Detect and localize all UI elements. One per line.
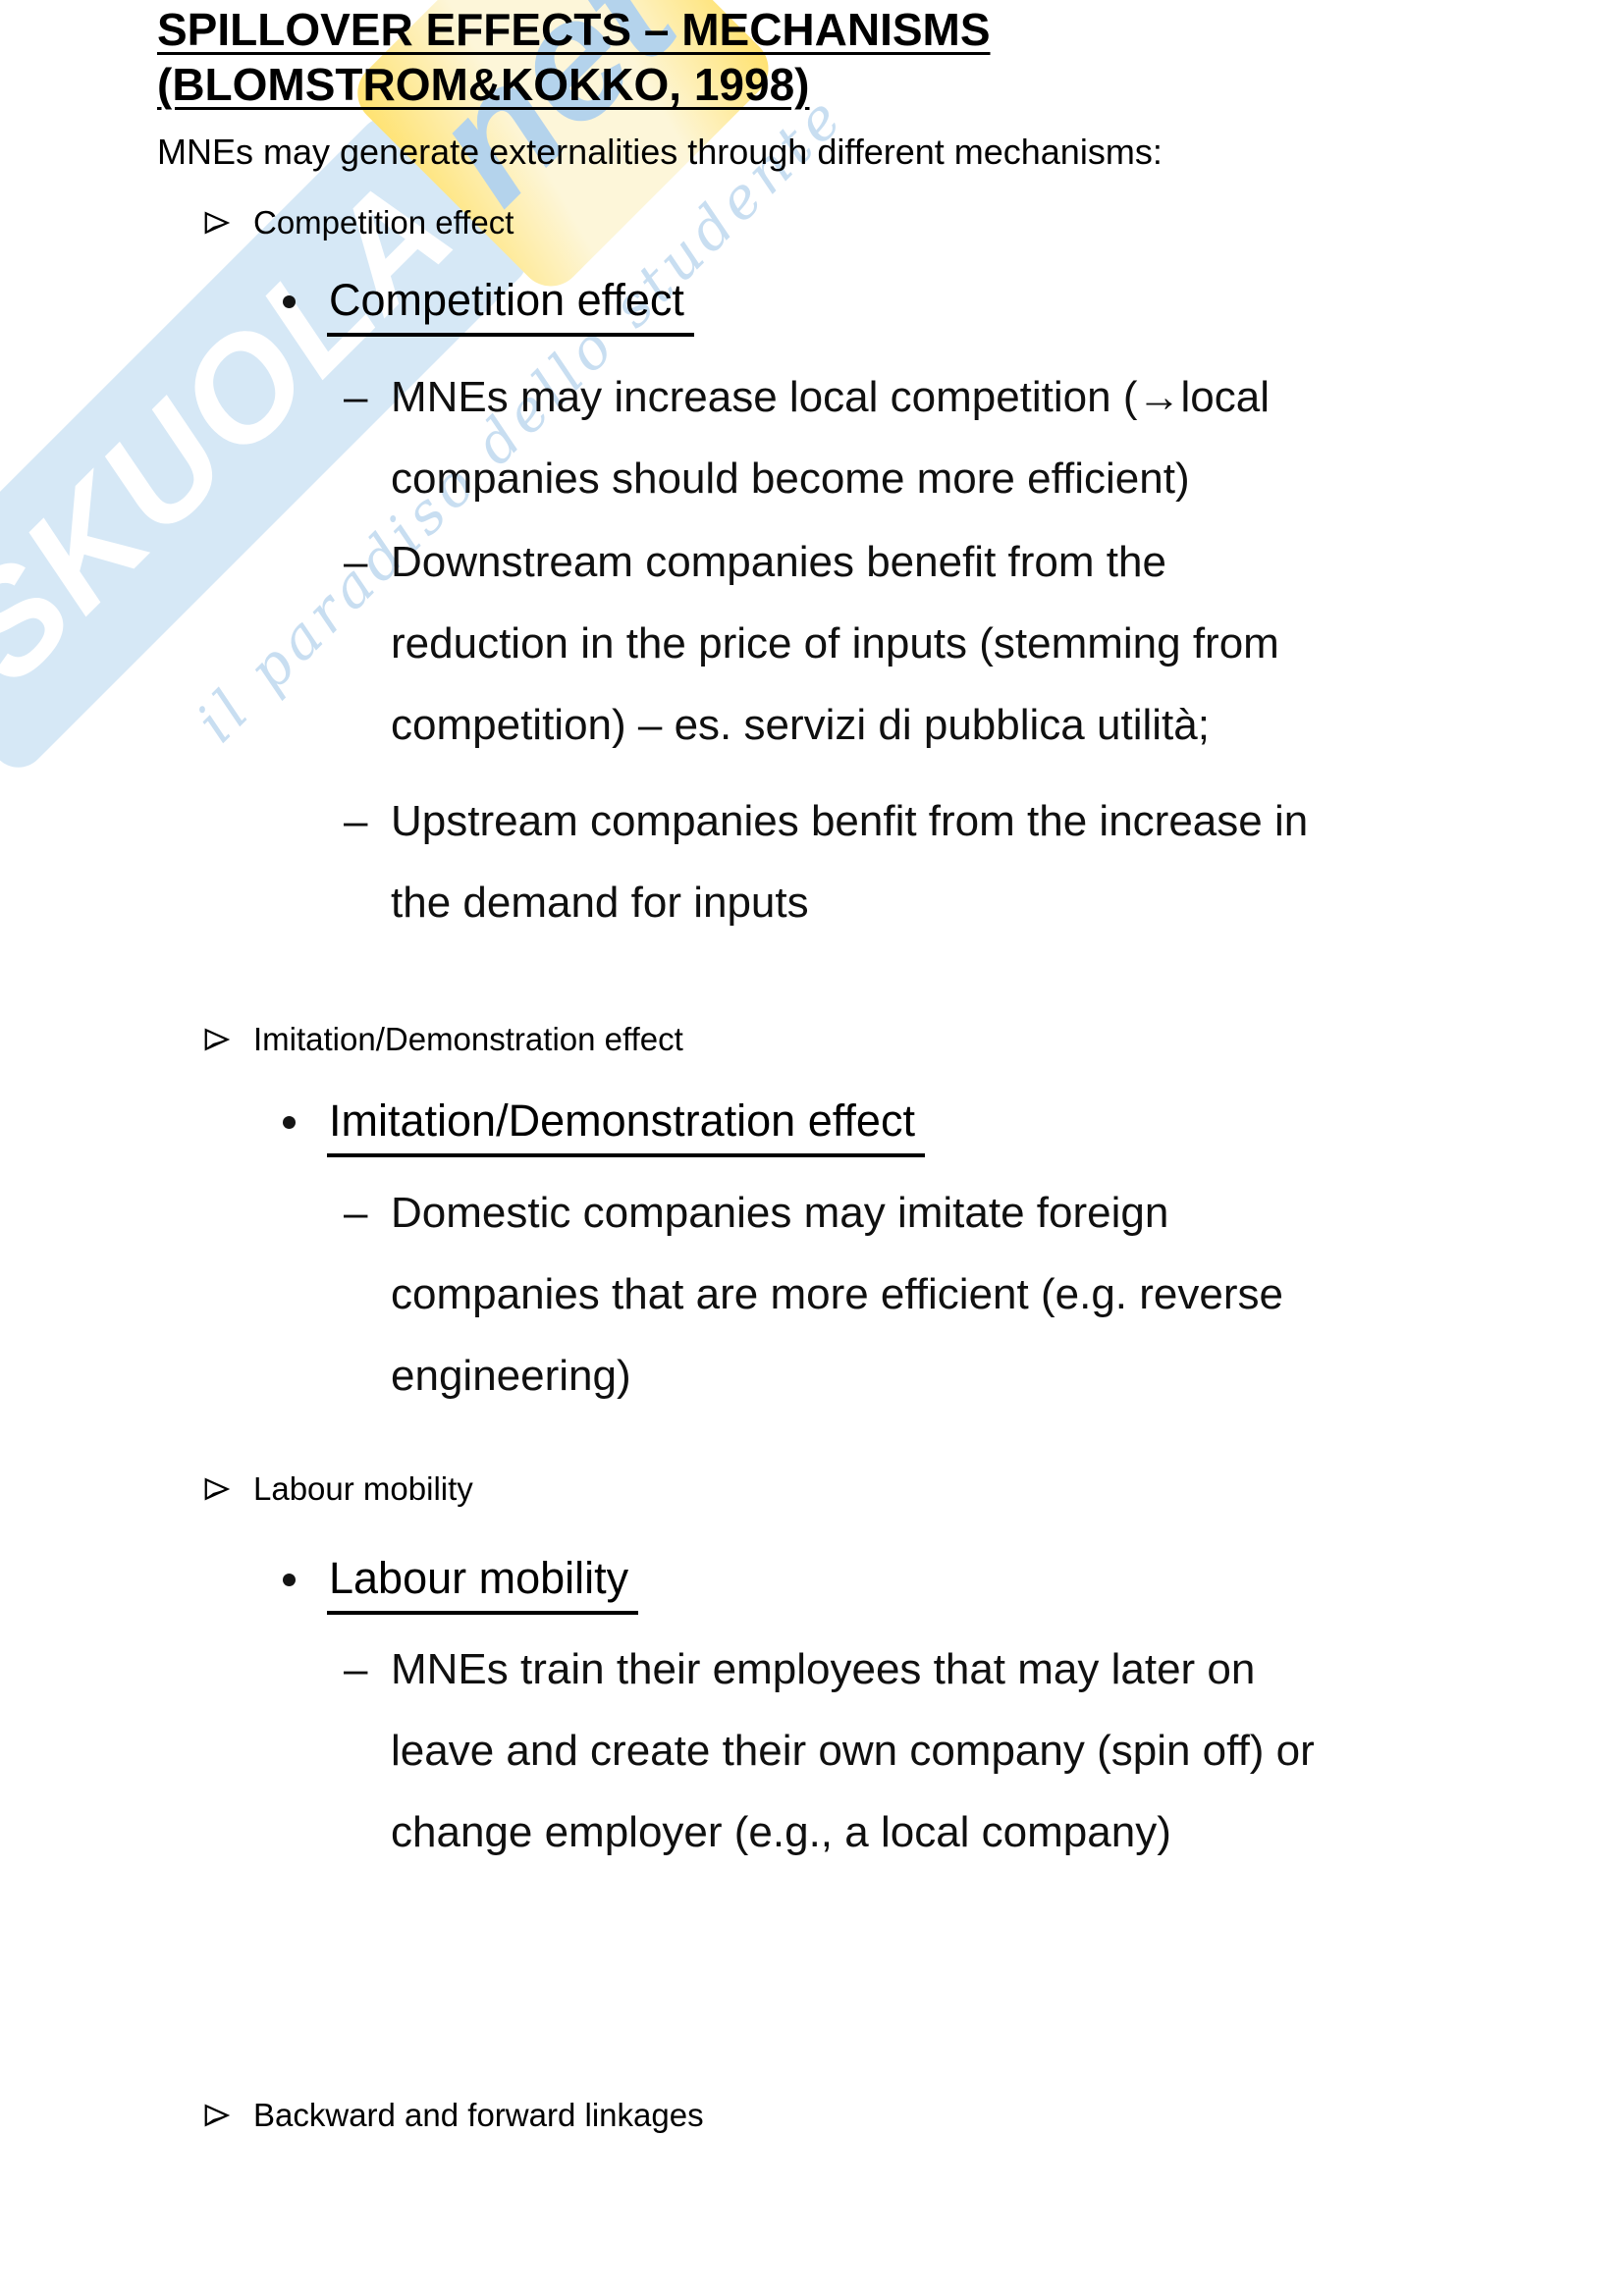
bullet-item-labour: Labour mobility — [202, 1470, 473, 1508]
page-title: SPILLOVER EFFECTS – MECHANISMS (BLOMSTRO… — [157, 2, 991, 112]
dot-bullet-icon — [283, 1574, 296, 1586]
dash-bullet: – — [344, 373, 368, 421]
bullet-item-imitation: Imitation/Demonstration effect — [202, 1021, 683, 1058]
dot-bullet-icon — [283, 295, 296, 308]
intro-text: MNEs may generate externalities through … — [157, 132, 1163, 172]
dot-bullet-icon — [283, 1116, 296, 1129]
point-text: MNEs may increase local competition (→lo… — [391, 373, 1270, 421]
bullet-item-label: Backward and forward linkages — [253, 2097, 704, 2133]
slide-heading-label: Imitation/Demonstration effect — [327, 1095, 925, 1157]
bullet-item-linkages: Backward and forward linkages — [202, 2097, 704, 2134]
slide-point-line: – MNEs train their employees that may la… — [344, 1645, 1255, 1694]
slide-heading-imitation: Imitation/Demonstration effect — [283, 1095, 925, 1157]
slide-point-line: change employer (e.g., a local company) — [391, 1808, 1171, 1856]
dash-bullet: – — [344, 1645, 368, 1693]
slide-point-line: leave and create their own company (spin… — [391, 1727, 1315, 1775]
slide-heading-competition: Competition effect — [283, 275, 694, 337]
bullet-item-label: Imitation/Demonstration effect — [253, 1021, 683, 1057]
point-text: Downstream companies benefit from the — [391, 538, 1166, 586]
point-text: Upstream companies benfit from the incre… — [391, 797, 1309, 845]
arrowhead-bullet-icon — [204, 211, 231, 235]
point-text: MNEs train their employees that may late… — [391, 1645, 1256, 1693]
slide-point-line: – Domestic companies may imitate foreign — [344, 1189, 1168, 1238]
arrowhead-bullet-icon — [204, 1028, 231, 1051]
slide-point-line: – Downstream companies benefit from the — [344, 538, 1166, 587]
arrowhead-bullet-icon — [204, 2104, 231, 2127]
slide-heading-label: Competition effect — [327, 275, 694, 337]
bullet-item-label: Competition effect — [253, 204, 514, 240]
slide-point-line: companies should become more efficient) — [391, 454, 1190, 503]
slide-point-line: – Upstream companies benfit from the inc… — [344, 797, 1308, 846]
slide-point-line: companies that are more efficient (e.g. … — [391, 1270, 1283, 1318]
page-title-line-2: (BLOMSTROM&KOKKO, 1998) — [157, 59, 810, 110]
slide-point-line: – MNEs may increase local competition (→… — [344, 373, 1270, 422]
slide-heading-label: Labour mobility — [327, 1553, 639, 1615]
page-title-line-1: SPILLOVER EFFECTS – MECHANISMS — [157, 4, 991, 55]
dash-bullet: – — [344, 797, 368, 845]
slide-point-line: reduction in the price of inputs (stemmi… — [391, 619, 1279, 667]
dash-bullet: – — [344, 1189, 368, 1237]
slide-heading-labour: Labour mobility — [283, 1553, 639, 1615]
slide-point-line: the demand for inputs — [391, 879, 809, 927]
slide-point-line: engineering) — [391, 1352, 631, 1400]
dash-bullet: – — [344, 538, 368, 586]
arrowhead-bullet-icon — [204, 1477, 231, 1501]
bullet-item-competition: Competition effect — [202, 204, 514, 241]
point-text: Domestic companies may imitate foreign — [391, 1189, 1169, 1237]
slide-point-line: competition) – es. servizi di pubblica u… — [391, 701, 1210, 749]
bullet-item-label: Labour mobility — [253, 1470, 473, 1507]
